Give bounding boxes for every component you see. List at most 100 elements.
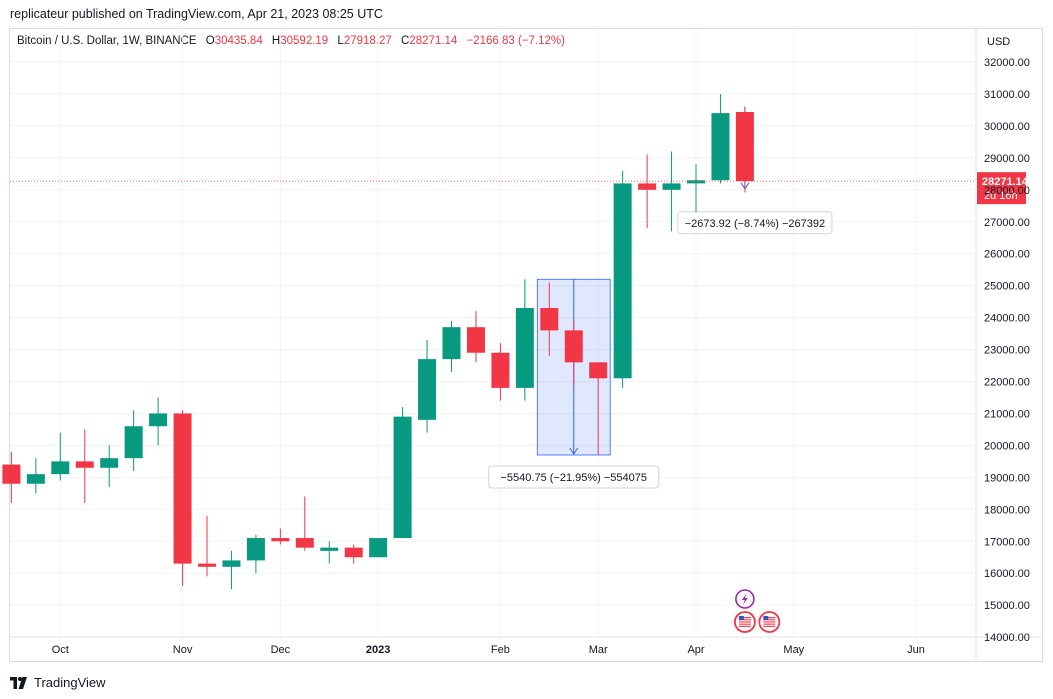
y-tick-label: 23000.00 [984,345,1030,357]
candle-body [711,113,730,181]
y-tick-label: 29000.00 [984,153,1030,165]
candle[interactable] [589,362,608,455]
candle-body [246,538,265,561]
y-tick-label: 18000.00 [984,504,1030,516]
candle[interactable] [515,279,534,401]
candle[interactable] [393,407,412,539]
candle[interactable] [711,93,730,184]
candle[interactable] [246,534,265,574]
us-flag-event-icon[interactable] [734,611,756,633]
candle-body [2,464,21,484]
candle[interactable] [369,538,388,558]
symbol-name[interactable]: Bitcoin / U.S. Dollar, 1W, BINANCE [17,35,197,47]
high-label: H [271,35,281,47]
candle[interactable] [418,339,437,433]
price-axis[interactable]: USD 32000.00 31000.00 30000.00 29000.00 2800… [984,36,1030,644]
candle[interactable] [442,320,461,372]
candle-body [466,327,485,353]
measure-label-text: −2673.92 (−8.74%) −267392 [685,218,825,230]
candle[interactable] [540,282,559,356]
candle[interactable] [662,151,681,232]
candle-body [687,180,705,184]
candle[interactable] [613,170,632,388]
x-tick-label: Jun [907,644,925,656]
candle[interactable] [51,432,70,481]
y-tick-label: 22000.00 [984,377,1030,389]
measure-label-box [488,465,660,489]
candle[interactable] [735,106,754,193]
candle-body [295,538,314,548]
x-tick-label: Oct [52,644,69,656]
candle[interactable] [149,397,168,446]
last-price-tag[interactable]: 28271.14 2d 16h [977,172,1029,205]
y-tick-label: 17000.00 [984,536,1030,548]
candle[interactable] [344,544,363,564]
candle-body [320,547,339,551]
y-tick-label: 20000.00 [984,440,1030,452]
low-label: L [337,35,344,47]
close-label: C [400,35,410,47]
candle[interactable] [75,429,94,503]
candle[interactable] [491,343,510,401]
candle[interactable] [564,320,583,385]
x-tick-label: May [783,644,804,656]
open-label: O [205,35,215,47]
measure-label[interactable]: −2673.92 (−8.74%) −267392 [677,211,833,235]
candle-body [540,308,559,331]
event-markers [734,589,781,633]
candle-body [393,416,412,539]
candle[interactable] [466,311,485,363]
candle-body [173,413,192,564]
chart-frame [9,28,1043,662]
candle[interactable] [271,528,290,545]
candle-body [124,426,143,459]
x-tick-label: Apr [687,644,704,656]
candle[interactable] [638,154,657,229]
candle[interactable] [687,164,705,213]
time-axis[interactable]: Oct Nov Dec 2023 Feb Mar Apr May Jun [52,644,925,656]
y-tick-label: 27000.00 [984,217,1030,229]
grid-lines [10,29,1042,661]
change-value: −2166.83 (−7.12%) [466,35,565,47]
y-tick-label: 15000.00 [984,600,1030,612]
x-tick-label: Feb [491,644,510,656]
symbol-legend: Bitcoin / U.S. Dollar, 1W, BINANCE O3043… [17,35,565,47]
candle[interactable] [124,410,143,471]
candle[interactable] [198,515,216,577]
us-flag-event-icon[interactable] [758,611,781,633]
high-value: 30592.19 [280,35,329,47]
y-tick-label: 25000.00 [984,281,1030,293]
last-price-value: 28271.14 [982,176,1029,188]
candle[interactable] [173,410,192,586]
candle-body [442,327,461,360]
candle-body [271,538,290,542]
y-tick-label: 21000.00 [984,408,1030,420]
candle-body [564,330,583,363]
y-tick-label: 26000.00 [984,249,1030,261]
y-tick-label: 31000.00 [984,89,1030,101]
candle[interactable] [320,541,339,564]
y-tick-label: 14000.00 [984,632,1030,644]
candle-body [418,359,437,420]
tradingview-brand[interactable]: TradingView [10,675,106,690]
candle[interactable] [222,550,241,590]
candle-body [222,560,241,567]
measure-label[interactable]: −5540.75 (−21.95%) −554075 [488,465,660,489]
x-tick-label: Nov [173,644,193,656]
candle[interactable] [2,451,21,503]
candle[interactable] [100,445,119,487]
measure-layer: −5540.75 (−21.95%) −554075 −2673.92 (−8.7… [488,106,833,489]
candle[interactable] [295,496,314,551]
lightning-event-icon[interactable] [735,589,755,609]
candle[interactable] [26,458,45,494]
candle-body [613,183,632,379]
candle-body [735,111,754,182]
y-tick-label: 32000.00 [984,57,1030,69]
candle-body [491,352,510,388]
candle-body [515,308,534,388]
candle-body [344,547,363,558]
close-value: 28271.14 [409,35,458,47]
measure-label-text: −5540.75 (−21.95%) −554075 [501,472,648,484]
candle-body [198,563,216,567]
